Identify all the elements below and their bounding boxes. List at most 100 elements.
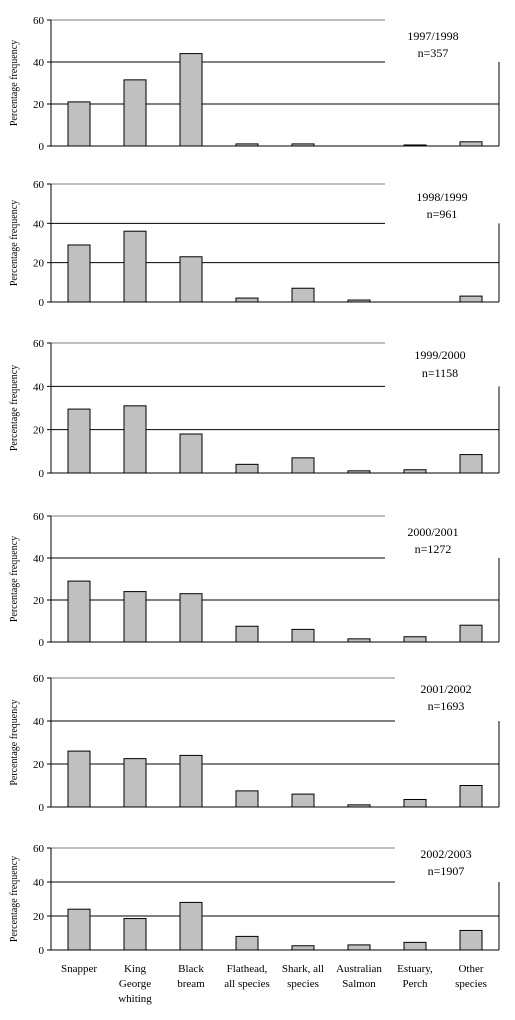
bar-3 bbox=[179, 53, 203, 147]
category-label-5: Shark, all bbox=[282, 963, 324, 975]
y-tick-label-60: 60 bbox=[33, 338, 45, 350]
y-tick-label-20: 20 bbox=[33, 595, 45, 607]
bar-1 bbox=[67, 408, 91, 474]
bar-5 bbox=[291, 628, 315, 643]
category-label-3: bream bbox=[177, 978, 205, 990]
y-axis-label: Percentage frequency bbox=[9, 200, 20, 286]
category-label-2: King bbox=[124, 963, 147, 975]
bar-8 bbox=[459, 141, 483, 147]
y-tick-label-20: 20 bbox=[33, 425, 45, 437]
panel-annotation-2: n=1158 bbox=[422, 366, 458, 380]
chart-panel-1: 0 20 40 60 Percentage frequency 1997/1998 n=35… bbox=[9, 15, 500, 153]
chart-panel-5: 0 20 40 60 Percentage frequency 2001/2002 n=16… bbox=[9, 673, 500, 814]
bar-4 bbox=[235, 625, 259, 643]
y-tick-label-0: 0 bbox=[39, 297, 45, 309]
y-tick-label-40: 40 bbox=[33, 716, 45, 728]
y-tick-label-40: 40 bbox=[33, 57, 45, 69]
bar-8 bbox=[459, 785, 483, 808]
bar-8 bbox=[459, 624, 483, 643]
bar-7 bbox=[403, 798, 427, 808]
y-tick-label-40: 40 bbox=[33, 877, 45, 889]
panel-annotation-1: 2000/2001 bbox=[407, 525, 458, 539]
bar-1 bbox=[67, 244, 91, 303]
category-label-6: Salmon bbox=[342, 978, 376, 990]
y-tick-label-60: 60 bbox=[33, 15, 45, 27]
category-label-7: Perch bbox=[402, 978, 428, 990]
panel-annotation-2: n=1907 bbox=[428, 864, 465, 878]
bar-8 bbox=[459, 454, 483, 474]
bar-4 bbox=[235, 935, 259, 951]
bar-3 bbox=[179, 754, 203, 808]
panel-annotation-1: 1997/1998 bbox=[407, 29, 458, 43]
bar-7 bbox=[403, 469, 427, 474]
y-tick-label-60: 60 bbox=[33, 511, 45, 523]
bar-4 bbox=[235, 463, 259, 474]
bar-2 bbox=[123, 405, 147, 474]
y-tick-label-20: 20 bbox=[33, 258, 45, 270]
y-axis-label: Percentage frequency bbox=[9, 40, 20, 126]
panel-annotation-1: 2002/2003 bbox=[420, 847, 471, 861]
bar-4 bbox=[235, 297, 259, 303]
bar-1 bbox=[67, 101, 91, 147]
bar-2 bbox=[123, 918, 147, 951]
y-axis-label: Percentage frequency bbox=[9, 365, 20, 451]
bar-2 bbox=[123, 230, 147, 303]
bar-5 bbox=[291, 793, 315, 808]
y-axis-label: Percentage frequency bbox=[9, 536, 20, 622]
category-label-5: species bbox=[287, 978, 319, 990]
bar-6 bbox=[347, 299, 371, 303]
bar-3 bbox=[179, 593, 203, 643]
bar-6 bbox=[347, 944, 371, 951]
y-axis-label: Percentage frequency bbox=[9, 856, 20, 942]
y-tick-label-20: 20 bbox=[33, 99, 45, 111]
category-label-8: species bbox=[455, 978, 487, 990]
bar-2 bbox=[123, 79, 147, 147]
bar-3 bbox=[179, 901, 203, 951]
bar-4 bbox=[235, 790, 259, 808]
bar-6 bbox=[347, 804, 371, 808]
category-label-6: Australian bbox=[336, 963, 382, 975]
bar-5 bbox=[291, 457, 315, 474]
bar-1 bbox=[67, 908, 91, 951]
bar-8 bbox=[459, 295, 483, 303]
category-label-2: George bbox=[119, 978, 151, 990]
y-tick-label-0: 0 bbox=[39, 802, 45, 814]
bar-1 bbox=[67, 750, 91, 808]
y-tick-label-20: 20 bbox=[33, 911, 45, 923]
y-tick-label-60: 60 bbox=[33, 179, 45, 191]
x-category-labels: Snapper King George whiting Black bream Flathe… bbox=[61, 963, 487, 1005]
panel-annotation-2: n=1272 bbox=[415, 542, 452, 556]
y-tick-label-0: 0 bbox=[39, 637, 45, 649]
bar-5 bbox=[291, 143, 315, 147]
bar-6 bbox=[347, 470, 371, 474]
category-label-3: Black bbox=[178, 963, 204, 975]
bar-4 bbox=[235, 143, 259, 147]
y-tick-label-40: 40 bbox=[33, 553, 45, 565]
panel-annotation-2: n=1693 bbox=[428, 699, 465, 713]
panel-annotation-1: 1998/1999 bbox=[416, 190, 467, 204]
category-label-4: Flathead, bbox=[227, 963, 268, 975]
bar-7 bbox=[403, 941, 427, 951]
panel-annotation-1: 1999/2000 bbox=[414, 348, 465, 362]
panel-annotation-2: n=357 bbox=[418, 46, 449, 60]
bar-5 bbox=[291, 287, 315, 303]
y-axis-label: Percentage frequency bbox=[9, 699, 20, 785]
chart-panel-6: 0 20 40 60 Percentage frequency 2002/2003 n=19… bbox=[9, 843, 500, 957]
bar-6 bbox=[347, 638, 371, 643]
category-label-8: Other bbox=[458, 963, 483, 975]
category-label-1: Snapper bbox=[61, 963, 97, 975]
y-tick-label-0: 0 bbox=[39, 141, 45, 153]
bar-7 bbox=[403, 636, 427, 643]
y-tick-label-20: 20 bbox=[33, 759, 45, 771]
bar-1 bbox=[67, 580, 91, 643]
category-label-2: whiting bbox=[118, 993, 152, 1005]
bar-5 bbox=[291, 945, 315, 951]
chart-panel-4: 0 20 40 60 Percentage frequency 2000/2001 n=12… bbox=[9, 511, 500, 649]
chart-panel-2: 0 20 40 60 Percentage frequency 1998/1999 n=96… bbox=[9, 179, 500, 309]
category-label-4: all species bbox=[224, 978, 270, 990]
bar-2 bbox=[123, 758, 147, 808]
panel-annotation-2: n=961 bbox=[427, 207, 458, 221]
bar-7 bbox=[403, 144, 427, 147]
